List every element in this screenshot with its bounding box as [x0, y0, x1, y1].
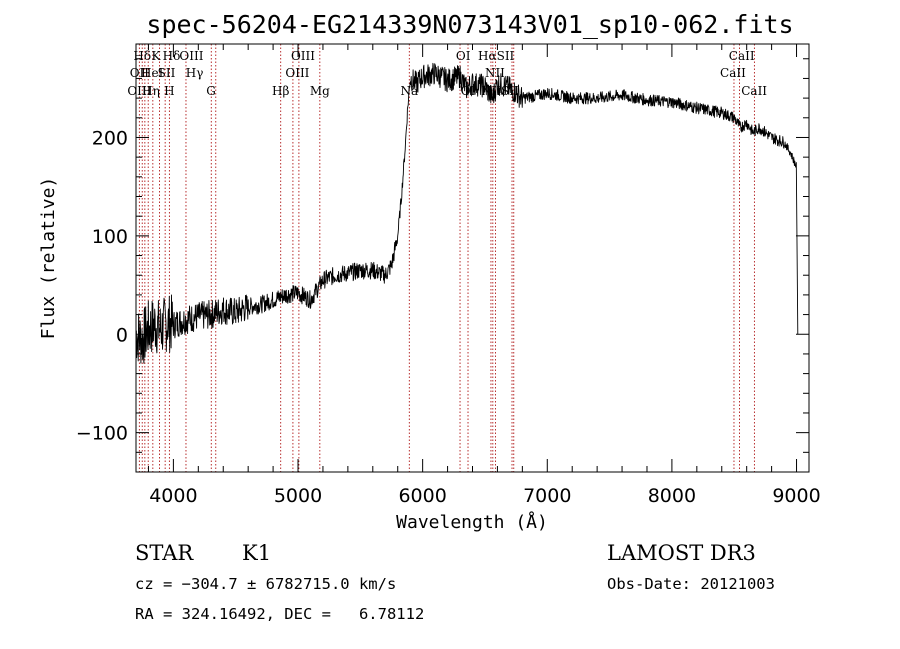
x-tick-label: 9000 — [772, 485, 820, 507]
chart-title: spec-56204-EG214339N073143V01_sp10-062.f… — [146, 10, 793, 39]
x-tick-label: 7000 — [523, 485, 571, 507]
line-label: OI — [456, 49, 471, 63]
redshift-readout: cz = −304.7 ± 6782715.0 km/s — [135, 575, 396, 593]
line-label: Hδ — [133, 49, 151, 63]
x-axis-ticks: 4000 5000 6000 7000 8000 9000 — [147, 44, 821, 507]
x-tick-label: 6000 — [398, 485, 446, 507]
line-label: Hγ — [186, 66, 204, 80]
line-label: Hβ — [272, 84, 289, 98]
object-class: STAR — [135, 541, 194, 565]
obs-date: Obs-Date: 20121003 — [607, 575, 775, 593]
line-label: CaII — [720, 66, 746, 80]
ra-dec-readout: RA = 324.16492, DEC = 6.78112 — [135, 605, 424, 623]
line-label: G — [206, 84, 216, 98]
line-label: OIII — [285, 66, 309, 80]
line-label: HαSII — [478, 49, 515, 63]
y-axis-ticks: −100 0 100 200 — [76, 58, 809, 473]
y-tick-label: 200 — [92, 127, 128, 149]
line-label: CaII — [729, 49, 755, 63]
spectrum-series — [135, 62, 799, 364]
line-label: OIII — [127, 84, 151, 98]
x-tick-label: 4000 — [149, 485, 197, 507]
y-tick-label: −100 — [76, 423, 128, 445]
line-label: Hη — [142, 84, 160, 98]
line-markers — [138, 44, 755, 472]
y-axis-label: Flux (relative) — [38, 177, 59, 340]
line-label: Hδ — [163, 49, 181, 63]
x-axis-label: Wavelength (Å) — [396, 511, 548, 533]
spectrum-line — [135, 62, 799, 364]
object-subclass: K1 — [242, 541, 271, 565]
line-label: OIII — [291, 49, 315, 63]
y-tick-label: 0 — [116, 324, 128, 346]
survey-name: LAMOST DR3 — [607, 541, 756, 565]
x-tick-label: 8000 — [648, 485, 696, 507]
line-label: OIII — [179, 49, 203, 63]
line-label: NII — [485, 66, 505, 80]
x-tick-label: 5000 — [274, 485, 322, 507]
plot-frame — [135, 43, 810, 473]
line-label: Mg — [310, 84, 330, 98]
line-label: SII — [158, 66, 176, 80]
line-label: K — [151, 49, 161, 63]
line-label: CaII — [741, 84, 767, 98]
y-tick-label: 100 — [92, 226, 128, 248]
line-label: H — [164, 84, 174, 98]
line-label: HeI — [141, 66, 164, 80]
line-label: OII — [130, 66, 150, 80]
